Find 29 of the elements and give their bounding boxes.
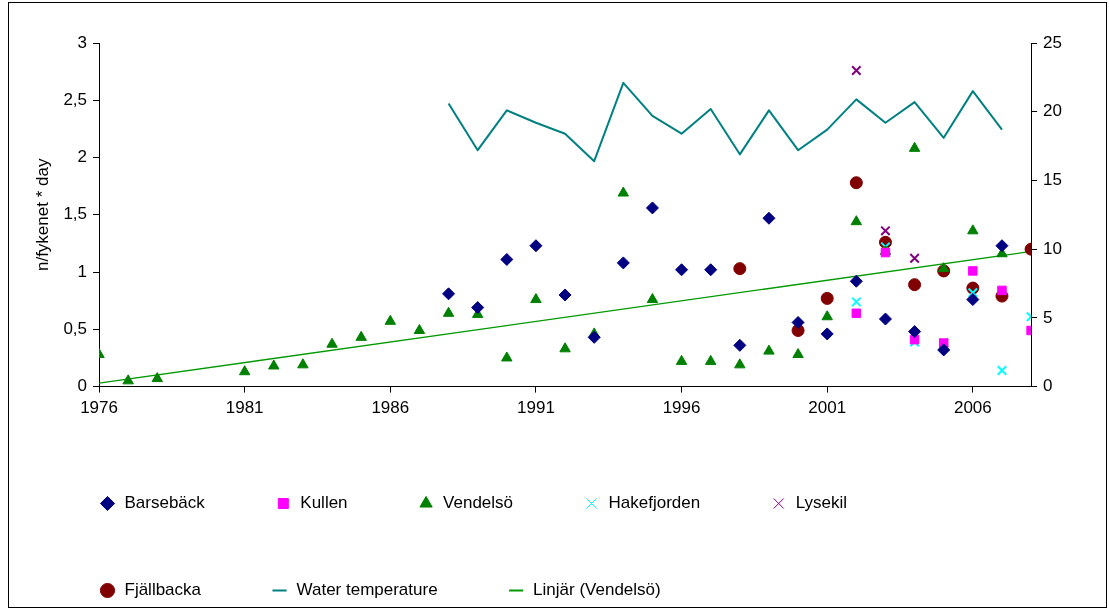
x-tick-label: 1986 xyxy=(371,398,410,418)
x-tick-label: 2001 xyxy=(808,398,847,418)
legend-label: Vendelsö xyxy=(443,493,514,513)
y-tick-label: 0 xyxy=(77,376,88,396)
legend-label: Kullen xyxy=(300,493,348,513)
x-tick-label: 2006 xyxy=(953,398,992,418)
y2-tick-label: 0 xyxy=(1043,376,1053,396)
legend-label: Water temperature xyxy=(296,580,438,600)
y2-tick-label: 15 xyxy=(1043,170,1063,190)
y-tick-label: 3 xyxy=(77,32,88,52)
legend-label: Lysekil xyxy=(795,493,848,513)
x-tick-label: 1991 xyxy=(517,398,555,418)
x-tick-label: 1976 xyxy=(80,398,118,418)
x-tick-label: 1981 xyxy=(225,398,264,418)
y-tick-label: 0,5 xyxy=(63,319,88,339)
y2-tick-label: 10 xyxy=(1043,238,1063,258)
x-tick-label: 1996 xyxy=(662,398,701,418)
y2-tick-label: 25 xyxy=(1043,32,1063,52)
y-tick-label: 2,5 xyxy=(63,89,88,109)
y-tick-label: 1,5 xyxy=(63,204,88,224)
legend-label: Barsebäck xyxy=(124,493,206,513)
y-tick-label: 2 xyxy=(77,147,88,167)
legend-label: Fjällbacka xyxy=(124,580,202,600)
y-tick-label: 1 xyxy=(77,261,88,281)
y2-tick-label: 20 xyxy=(1043,101,1063,121)
y-axis-title: n/fykenet * day xyxy=(32,158,52,272)
legend-label: Linjär (Vendelsö) xyxy=(533,580,661,600)
y2-tick-label: 5 xyxy=(1043,307,1053,327)
legend-label: Hakefjorden xyxy=(608,493,701,513)
